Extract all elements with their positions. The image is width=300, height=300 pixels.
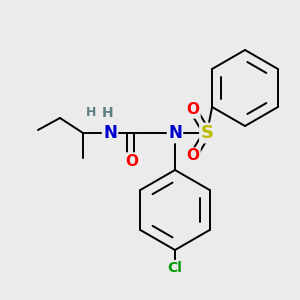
- Text: S: S: [200, 124, 214, 142]
- Text: O: O: [187, 148, 200, 164]
- Text: O: O: [187, 103, 200, 118]
- Text: Cl: Cl: [168, 261, 182, 275]
- Text: H: H: [102, 106, 114, 120]
- Text: N: N: [103, 124, 117, 142]
- Text: H: H: [86, 106, 96, 119]
- Text: N: N: [168, 124, 182, 142]
- Text: O: O: [125, 154, 139, 169]
